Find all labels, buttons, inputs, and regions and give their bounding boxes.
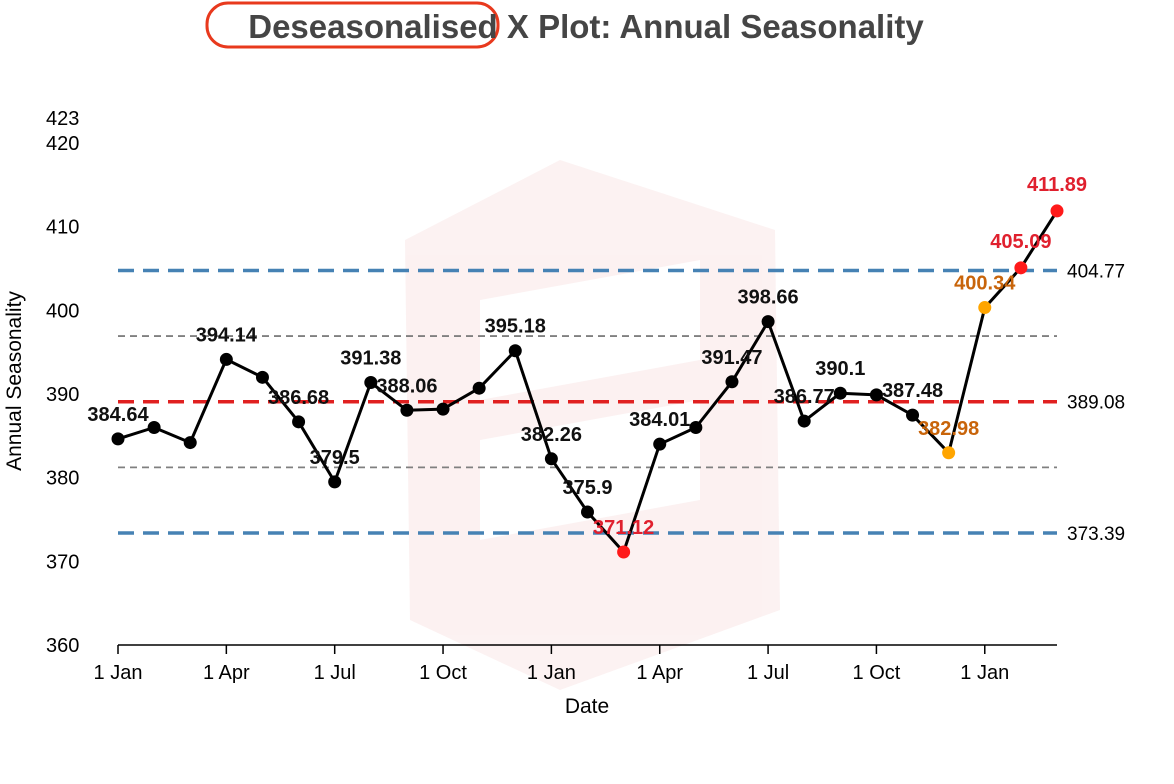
- data-label-25: 405.09: [990, 231, 1051, 253]
- data-point-17: [725, 375, 739, 389]
- chart-title: Deseasonalised X Plot: Annual Seasonalit…: [205, 1, 924, 49]
- axes: 1 Jan 1 Apr 1 Jul 1 Oct 1 Jan 1 Apr 1 Jul 1 Oct…: [46, 108, 1057, 684]
- data-points: [111, 204, 1064, 559]
- data-point-7: [364, 376, 378, 390]
- data-point-25: [1014, 261, 1028, 275]
- data-label-19: 386.77: [774, 386, 835, 408]
- x-tick-label-6: 1 Jul: [747, 662, 789, 684]
- data-point-9: [436, 402, 450, 416]
- data-point-22: [906, 408, 920, 422]
- title-highlight: Deseasonalised: [248, 8, 497, 45]
- data-point-18: [761, 315, 775, 329]
- data-point-20: [833, 386, 847, 400]
- data-point-2: [183, 436, 197, 450]
- ref-label-lower: 373.39: [1067, 524, 1125, 545]
- data-point-16: [689, 421, 703, 435]
- x-axis-title: Date: [565, 695, 609, 718]
- ref-label-upper: 404.77: [1067, 261, 1125, 282]
- data-label-3: 394.14: [196, 324, 258, 346]
- data-label-7: 391.38: [340, 348, 401, 370]
- title-rest: X Plot: Annual Seasonality: [498, 8, 925, 45]
- x-tick-label-4: 1 Jan: [527, 662, 576, 684]
- y-tick-label-7: 423: [46, 108, 79, 130]
- watermark-logo: [405, 160, 780, 690]
- data-point-6: [328, 475, 342, 489]
- x-tick-label-5: 1 Apr: [636, 662, 683, 684]
- data-point-10: [472, 381, 486, 395]
- data-point-11: [508, 344, 522, 358]
- data-label-20: 390.1: [815, 358, 865, 380]
- data-label-17: 391.47: [701, 347, 762, 369]
- data-point-13: [581, 505, 594, 519]
- y-tick-label-6: 420: [46, 133, 79, 155]
- data-label-5: 386.68: [268, 387, 329, 409]
- data-point-19: [797, 414, 811, 428]
- title-highlight-box: [205, 1, 500, 49]
- data-point-12: [544, 452, 558, 466]
- x-tick-label-1: 1 Apr: [203, 662, 250, 684]
- y-tick-label-3: 390: [46, 384, 79, 406]
- data-label-15: 384.01: [629, 409, 690, 431]
- y-tick-label-2: 380: [46, 468, 79, 490]
- y-tick-label-0: 360: [46, 635, 79, 657]
- x-tick-label-8: 1 Jan: [960, 662, 1009, 684]
- data-label-18: 398.66: [737, 287, 798, 309]
- data-point-14: [617, 545, 631, 559]
- data-point-3: [219, 352, 233, 366]
- data-point-21: [869, 388, 883, 402]
- data-point-8: [400, 403, 414, 417]
- data-label-6: 379.5: [310, 447, 360, 469]
- chart-title-text: Deseasonalised X Plot: Annual Seasonalit…: [248, 8, 924, 45]
- data-point-15: [653, 437, 667, 451]
- data-label-22: 387.48: [882, 380, 943, 402]
- y-tick-label-5: 410: [46, 217, 79, 239]
- ref-label-mean: 389.08: [1067, 393, 1125, 414]
- y-tick-label-4: 400: [46, 300, 79, 322]
- data-label-26: 411.89: [1027, 174, 1087, 196]
- data-point-26: [1050, 204, 1064, 218]
- y-tick-label-1: 370: [46, 551, 79, 573]
- data-label-24: 400.34: [954, 273, 1016, 295]
- y-axis-title: Annual Seasonality: [3, 291, 26, 471]
- x-tick-label-2: 1 Jul: [314, 662, 356, 684]
- data-label-11: 395.18: [485, 316, 546, 338]
- data-label-0: 384.64: [87, 404, 149, 426]
- data-point-1: [147, 421, 161, 435]
- data-point-24: [978, 301, 992, 315]
- data-label-14: 371.12: [593, 517, 654, 539]
- x-tick-label-7: 1 Oct: [853, 662, 901, 684]
- data-point-4: [255, 370, 269, 384]
- data-label-12: 382.26: [521, 424, 582, 446]
- data-label-23: 382.98: [918, 418, 979, 440]
- data-label-8: 388.06: [376, 375, 437, 397]
- data-point-23: [942, 446, 956, 460]
- reference-lines: 404.77 389.08 373.39: [118, 261, 1125, 545]
- data-point-0: [111, 432, 125, 446]
- data-label-13: 375.9: [562, 477, 612, 499]
- data-labels: 384.64 394.14 386.68 379.5 391.38 388.06 395.1…: [87, 174, 1087, 539]
- x-tick-label-3: 1 Oct: [419, 662, 467, 684]
- data-point-5: [292, 415, 306, 429]
- x-tick-label-0: 1 Jan: [94, 662, 143, 684]
